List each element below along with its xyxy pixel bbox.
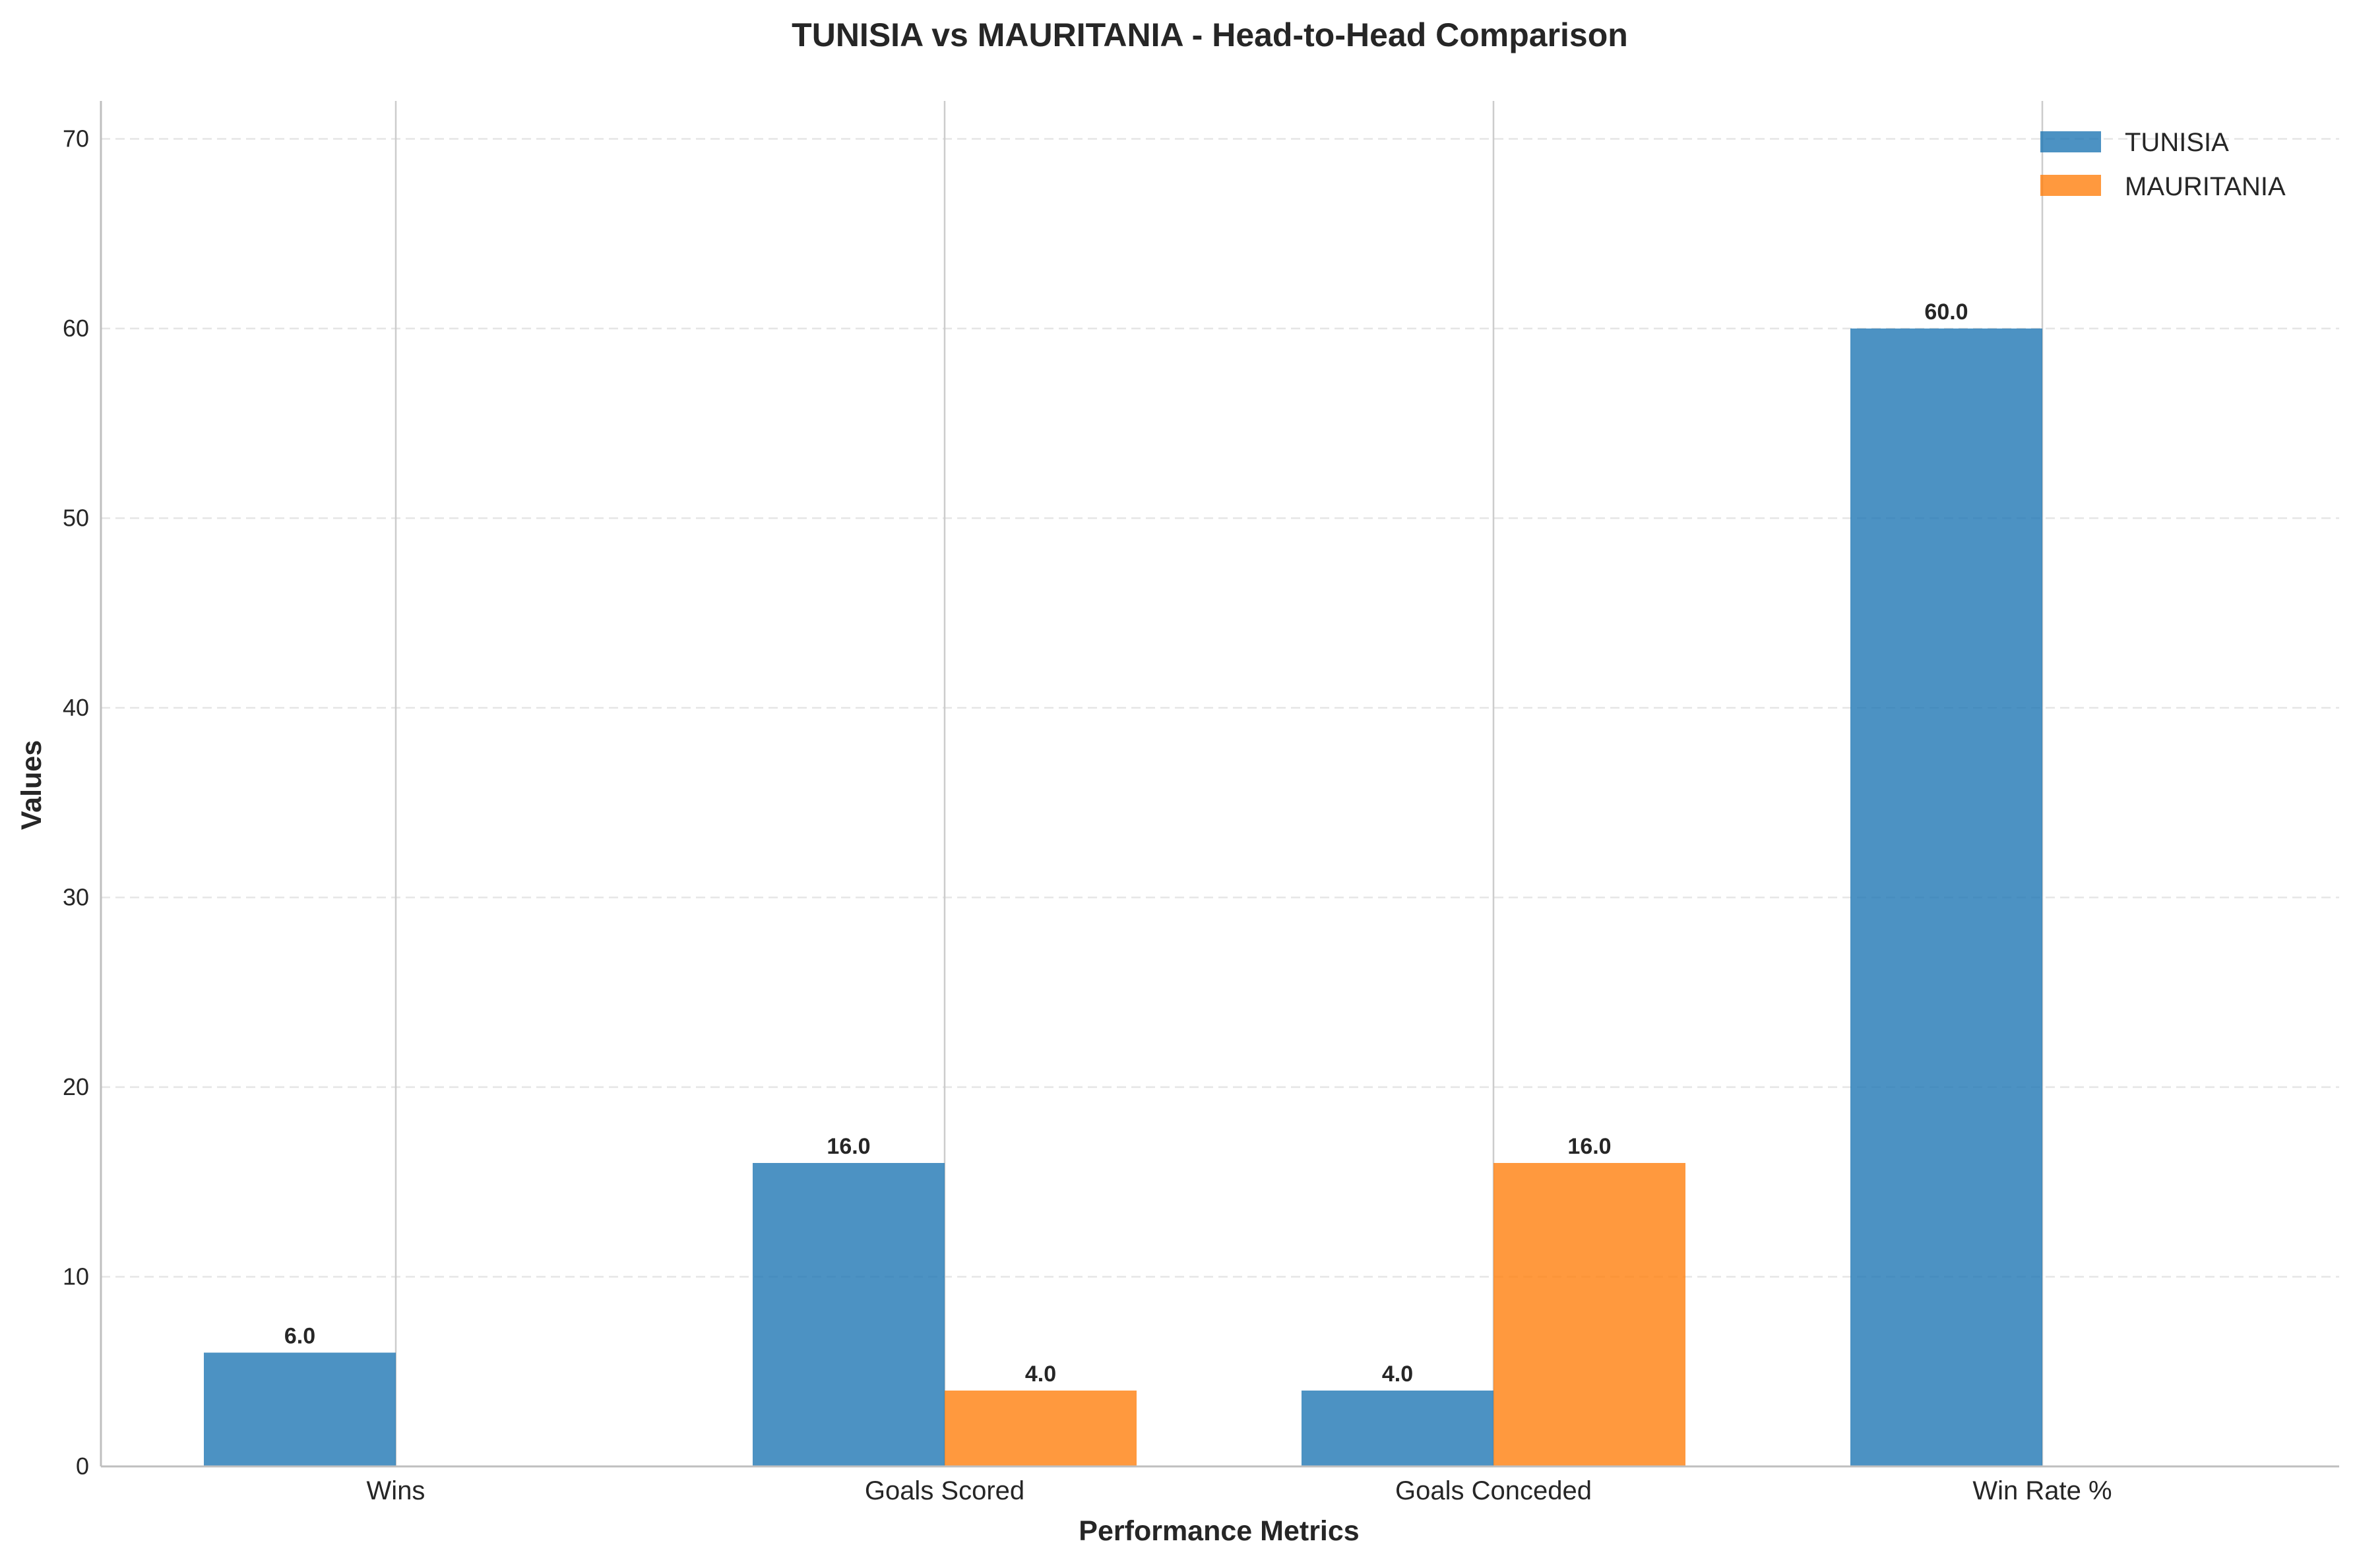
bar-mauritania-2: [1493, 1163, 1685, 1466]
legend-swatch-mauritania: [2040, 175, 2101, 196]
bar-mauritania-1: [945, 1391, 1137, 1466]
y-tick-label: 50: [63, 505, 89, 532]
data-label-mauritania-1: 4.0: [1025, 1362, 1056, 1387]
x-tick-label: Wins: [367, 1476, 425, 1505]
bar-tunisia-2: [1302, 1391, 1493, 1466]
y-tick-label: 40: [63, 694, 89, 721]
chart-title: TUNISIA vs MAURITANIA - Head-to-Head Com…: [792, 16, 1628, 53]
data-label-tunisia-0: 6.0: [284, 1324, 315, 1349]
data-label-tunisia-3: 60.0: [1924, 299, 1968, 325]
y-axis-label: Values: [16, 740, 47, 830]
bar-tunisia-1: [753, 1163, 945, 1466]
legend-label-tunisia: TUNISIA: [2125, 128, 2229, 157]
y-tick-label: 10: [63, 1263, 89, 1290]
x-tick-label: Goals Scored: [865, 1476, 1024, 1505]
bar-tunisia-0: [204, 1352, 396, 1466]
legend-label-mauritania: MAURITANIA: [2125, 172, 2286, 201]
x-tick-label: Goals Conceded: [1395, 1476, 1592, 1505]
category-gridlines: [394, 101, 2044, 1466]
x-tick-label: Win Rate %: [1972, 1476, 2112, 1505]
y-tick-label: 60: [63, 315, 89, 342]
x-axis-label: Performance Metrics: [1079, 1515, 1359, 1547]
bar-tunisia-3: [1850, 329, 2042, 1466]
y-tick-label: 0: [76, 1453, 89, 1480]
y-tick-label: 20: [63, 1073, 89, 1100]
data-label-tunisia-2: 4.0: [1382, 1362, 1413, 1387]
legend: TUNISIA MAURITANIA: [2040, 128, 2286, 201]
data-label-tunisia-1: 16.0: [827, 1134, 870, 1159]
bars-layer: [204, 329, 2042, 1466]
y-tick-label: 70: [63, 125, 89, 152]
legend-swatch-tunisia: [2040, 131, 2101, 152]
data-label-mauritania-2: 16.0: [1567, 1134, 1611, 1159]
y-tick-label: 30: [63, 884, 89, 911]
data-labels-layer: 6.0 16.0 4.0 60.0 4.0 16.0: [284, 299, 1968, 1387]
axes-layer: 0 10 20 30 40 50 60 70 Wins Goals Scored Goals Con…: [63, 101, 2339, 1505]
